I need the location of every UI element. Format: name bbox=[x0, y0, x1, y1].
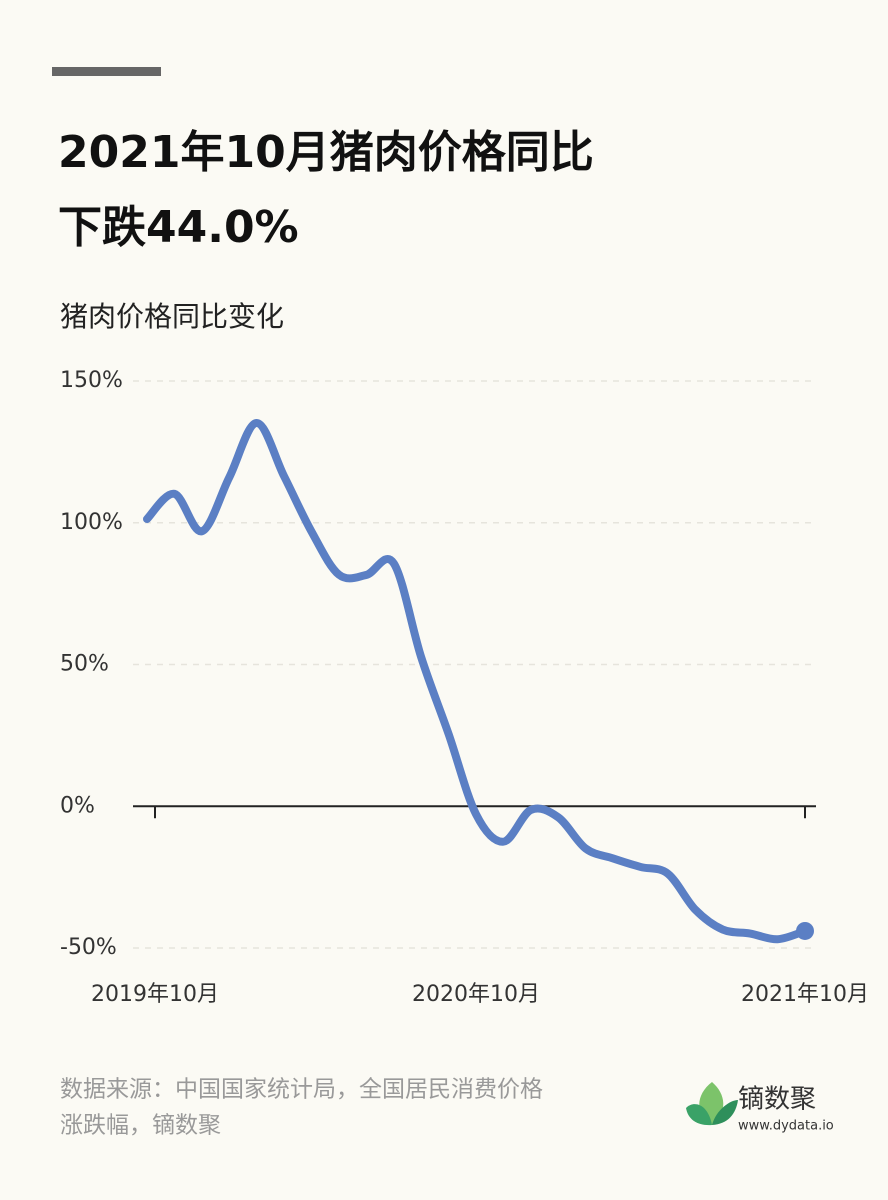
chart-title: 下跌44.0% bbox=[58, 202, 299, 253]
line bbox=[143, 418, 809, 944]
y-tick-label: 50% bbox=[60, 652, 109, 677]
end-point bbox=[796, 921, 814, 940]
y-tick-label: 150% bbox=[60, 368, 123, 393]
title-bar bbox=[52, 67, 161, 76]
y-tick-label: 100% bbox=[60, 510, 123, 535]
chart-title: 2021年10月猪肉价格同比 bbox=[58, 127, 594, 178]
y-tick-label: -50% bbox=[60, 935, 117, 960]
logo-name: 镝数聚 bbox=[738, 1085, 816, 1115]
source: 涨跌幅，镝数聚 bbox=[60, 1113, 221, 1139]
chart-subtitle: 猪肉价格同比变化 bbox=[60, 300, 284, 333]
y-tick-label: 0% bbox=[60, 793, 95, 818]
logo-icon bbox=[686, 1082, 738, 1126]
source: 数据来源：中国国家统计局，全国居民消费价格 bbox=[60, 1077, 543, 1103]
x-tick-label: 2021年10月 bbox=[741, 982, 869, 1007]
x-tick-label: 2019年10月 bbox=[91, 982, 219, 1007]
x-tick-label: 2020年10月 bbox=[412, 982, 540, 1007]
logo-url: www.dydata.io bbox=[738, 1119, 834, 1134]
